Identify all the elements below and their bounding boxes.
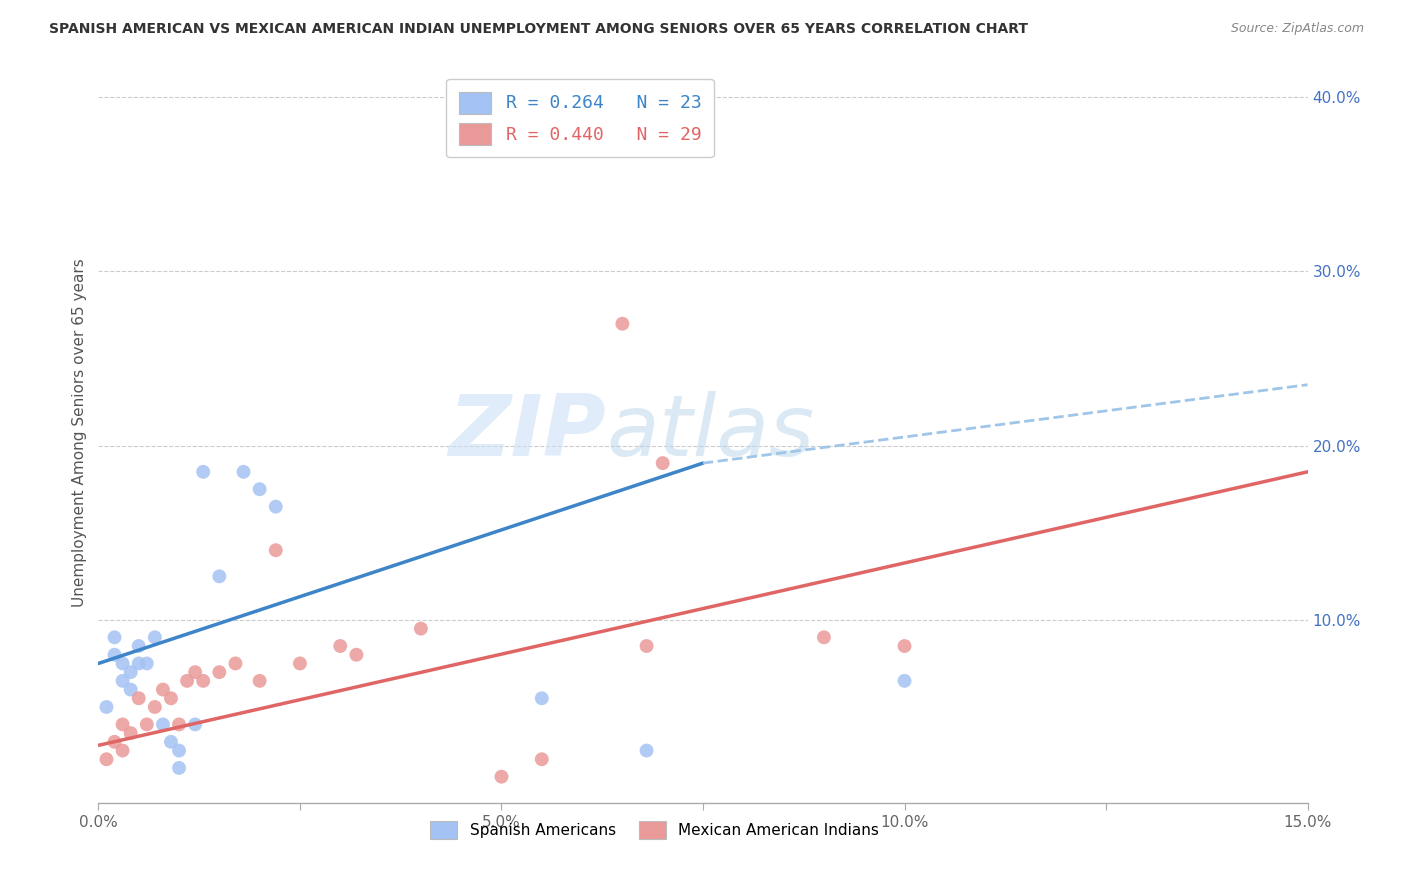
Point	[111, 743, 134, 757]
Point	[530, 691, 553, 706]
Text: atlas: atlas	[606, 391, 814, 475]
Point	[135, 657, 157, 671]
Point	[208, 665, 231, 680]
Point	[249, 482, 271, 496]
Y-axis label: Unemployment Among Seniors over 65 years: Unemployment Among Seniors over 65 years	[72, 259, 87, 607]
Point	[143, 630, 166, 644]
Point	[167, 743, 190, 757]
Point	[160, 735, 183, 749]
Point	[232, 465, 254, 479]
Point	[193, 673, 215, 688]
Text: Source: ZipAtlas.com: Source: ZipAtlas.com	[1230, 22, 1364, 36]
Point	[103, 630, 125, 644]
Point	[409, 622, 432, 636]
Point	[491, 770, 513, 784]
Point	[167, 717, 190, 731]
Point	[96, 700, 118, 714]
Point	[184, 665, 207, 680]
Point	[167, 761, 190, 775]
Point	[893, 639, 915, 653]
Point	[813, 630, 835, 644]
Point	[111, 657, 134, 671]
Text: ZIP: ZIP	[449, 391, 606, 475]
Point	[329, 639, 352, 653]
Point	[135, 717, 157, 731]
Point	[128, 657, 150, 671]
Point	[152, 717, 174, 731]
Point	[103, 648, 125, 662]
Point	[636, 743, 658, 757]
Point	[120, 665, 142, 680]
Point	[120, 682, 142, 697]
Point	[224, 657, 246, 671]
Point	[111, 673, 134, 688]
Point	[160, 691, 183, 706]
Text: SPANISH AMERICAN VS MEXICAN AMERICAN INDIAN UNEMPLOYMENT AMONG SENIORS OVER 65 Y: SPANISH AMERICAN VS MEXICAN AMERICAN IND…	[49, 22, 1028, 37]
Point	[893, 673, 915, 688]
Point	[128, 691, 150, 706]
Point	[249, 673, 271, 688]
Point	[96, 752, 118, 766]
Point	[530, 752, 553, 766]
Point	[612, 317, 634, 331]
Point	[636, 639, 658, 653]
Point	[193, 465, 215, 479]
Point	[344, 648, 367, 662]
Point	[264, 543, 287, 558]
Point	[128, 639, 150, 653]
Legend: Spanish Americans, Mexican American Indians: Spanish Americans, Mexican American Indi…	[422, 814, 887, 847]
Point	[152, 682, 174, 697]
Point	[103, 735, 125, 749]
Point	[143, 700, 166, 714]
Point	[208, 569, 231, 583]
Point	[176, 673, 198, 688]
Point	[264, 500, 287, 514]
Point	[288, 657, 311, 671]
Point	[111, 717, 134, 731]
Point	[651, 456, 673, 470]
Point	[184, 717, 207, 731]
Point	[120, 726, 142, 740]
